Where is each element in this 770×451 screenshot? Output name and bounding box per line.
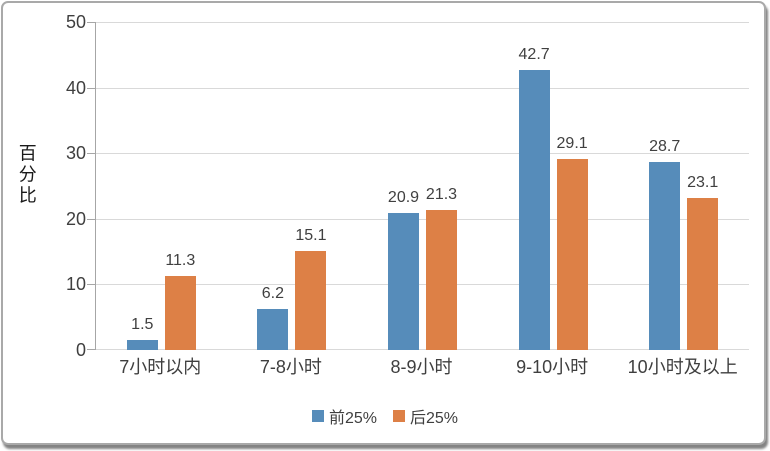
y-tick-label: 10 [65, 274, 86, 295]
gridline-y-20 [96, 218, 749, 220]
x-category-label: 7小时以内 [119, 357, 202, 377]
legend: 前25% 后25% [0, 404, 770, 428]
y-axis-tick-labels: 0 10 20 30 40 50 [40, 13, 86, 359]
legend-swatch-icon [311, 410, 324, 422]
bar-data-label: 21.3 [425, 186, 458, 203]
bar-data-label: 20.9 [387, 189, 420, 206]
legend-swatch-icon [393, 410, 405, 422]
bar-data-label: 11.3 [165, 252, 196, 269]
y-tick-mark [87, 218, 95, 220]
bar [388, 213, 419, 350]
gridline-y-50 [96, 22, 749, 23]
y-tick-mark [87, 284, 95, 286]
bar-data-label: 1.5 [131, 316, 154, 333]
bar-data-label: 29.1 [556, 135, 588, 152]
y-tick-mark [87, 349, 95, 350]
chart-frame [1, 1, 766, 445]
gridline-y-40 [96, 87, 749, 89]
bar [257, 309, 289, 350]
bar-data-label: 6.2 [261, 285, 285, 302]
y-tick-label: 20 [65, 208, 86, 229]
bar [126, 340, 158, 350]
gridline-y-30 [96, 153, 749, 155]
y-tick-label: 30 [65, 143, 86, 164]
x-category-label: 9-10小时 [516, 357, 589, 377]
gridline-y-0 [96, 349, 749, 350]
bar [649, 162, 681, 350]
x-category-label: 7-8小时 [259, 357, 322, 377]
legend-label: 后25% [410, 410, 459, 427]
bar-data-label: 28.7 [649, 138, 681, 155]
x-axis-category-labels: 7小时以内 7-8小时 8-9小时 9-10小时 10小时及以上 [95, 357, 748, 381]
y-tick-mark [87, 153, 95, 155]
legend-label: 前25% [328, 410, 377, 427]
plot-area: 1.5 11.3 6.2 15.1 20.9 21.3 42.7 29.1 28.7 23.1 [87, 22, 749, 350]
y-tick-label: 40 [65, 77, 86, 98]
y-tick-label: 0 [75, 340, 86, 360]
bar [295, 251, 327, 350]
legend-item-1: 后25% [393, 404, 458, 428]
bar [164, 276, 196, 350]
y-tick-label: 50 [65, 12, 86, 32]
y-axis-title: 百分比 [16, 143, 37, 207]
bar [518, 70, 550, 350]
x-category-label: 8-9小时 [390, 357, 453, 377]
bar [426, 210, 457, 350]
y-tick-mark [87, 87, 95, 89]
x-category-label: 10小时及以上 [627, 357, 738, 377]
bar [687, 198, 719, 350]
bar [556, 159, 588, 350]
gridline-y-10 [96, 284, 749, 286]
bar-data-label: 15.1 [295, 227, 327, 244]
bar-data-label: 42.7 [518, 46, 550, 63]
bar-data-label: 23.1 [687, 174, 719, 191]
legend-item-0: 前25% [311, 404, 377, 428]
y-tick-mark [87, 22, 95, 23]
